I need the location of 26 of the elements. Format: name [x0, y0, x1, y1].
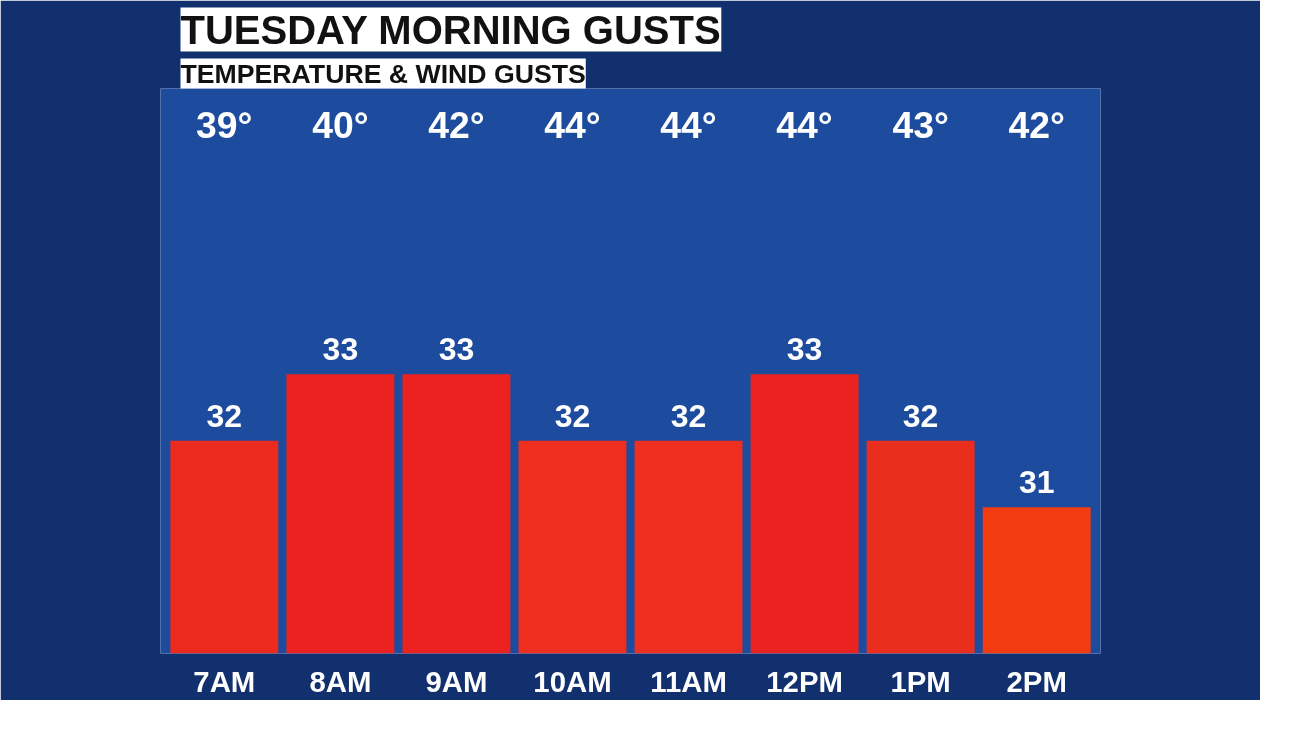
data-label: 32	[670, 397, 707, 434]
data-label: 32	[554, 397, 591, 434]
x-tick-label: 1PM	[890, 664, 951, 698]
data-label: 32	[206, 397, 243, 434]
annotation: 44°	[776, 103, 833, 146]
annotation: 44°	[544, 103, 601, 146]
annotation: 40°	[312, 103, 369, 146]
data-label: 33	[322, 331, 359, 368]
x-tick-label: 9AM	[425, 664, 488, 698]
x-tick-label: 7AM	[193, 664, 256, 698]
data-label: 33	[786, 331, 823, 368]
annotation: 39°	[196, 103, 253, 146]
annotation: 43°	[892, 103, 949, 146]
annotation: 44°	[660, 103, 717, 146]
data-label: 32	[902, 397, 939, 434]
x-tick-label: 10AM	[533, 664, 612, 698]
x-tick-label: 11AM	[650, 664, 727, 698]
x-tick-label: 2PM	[1006, 664, 1067, 698]
annotation: 42°	[428, 103, 485, 146]
chart-subtitle: TEMPERATURE & WIND GUSTS	[180, 58, 586, 89]
x-tick-label: 12PM	[766, 664, 843, 698]
data-label: 31	[1018, 464, 1055, 501]
chart-title: TUESDAY MORNING GUSTS	[180, 7, 721, 52]
data-label: 33	[438, 331, 475, 368]
x-tick-label: 8AM	[309, 664, 372, 698]
annotation: 42°	[1008, 103, 1065, 146]
